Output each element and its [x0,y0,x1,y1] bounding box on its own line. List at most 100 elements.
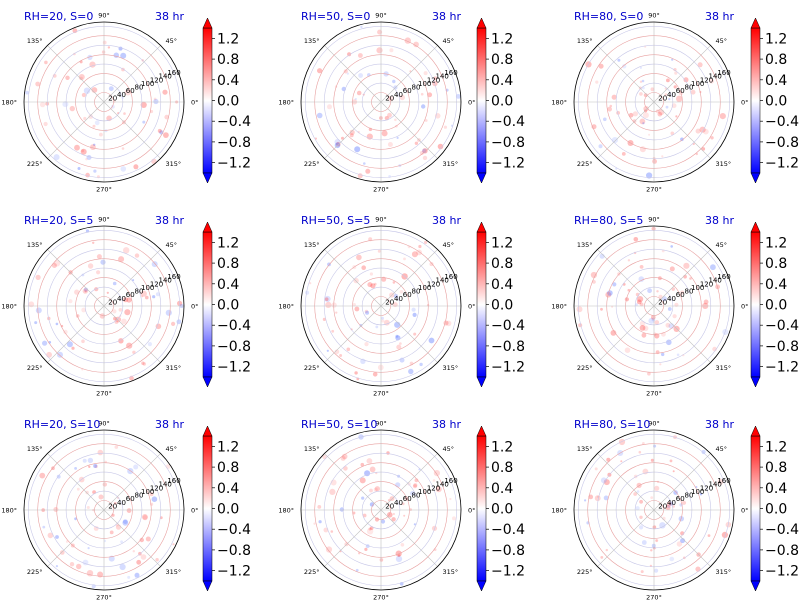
radial-tick-label: 40 [117,91,126,99]
field-speckle [103,539,107,543]
angular-tick-label: 90° [648,216,660,224]
radial-tick-label: 80 [685,288,694,296]
field-speckle [153,98,159,105]
angular-tick-label: 0° [741,507,748,515]
field-speckle [363,162,366,165]
field-speckle [55,322,59,326]
angular-tick-label: 180° [278,507,294,515]
field-speckle [375,325,379,329]
radial-tick-label: 100 [418,80,431,88]
field-speckle [421,104,426,109]
field-speckle [340,455,346,461]
radial-tick-label: 80 [412,288,421,296]
radial-tick-label: 20 [658,502,667,510]
field-speckle [93,169,97,173]
radial-tick-label: 140 [709,73,722,81]
field-speckle [73,52,76,56]
field-speckle [349,129,355,135]
field-speckle [642,442,645,445]
polar-frame [573,429,735,591]
polar-frame [573,21,735,183]
field-speckle [123,247,130,254]
field-speckle [317,68,323,74]
angular-gridline [597,453,655,511]
angular-tick-label: 0° [468,507,475,515]
radial-tick-label: 100 [691,284,704,292]
field-speckle [639,325,646,331]
polar-panel: 0°45°90°135°180°225°270°315°20 40 60 801001… [1,214,251,398]
radial-tick-label: 140 [709,277,722,285]
angular-tick-label: 0° [191,99,198,107]
field-speckle [397,554,401,557]
field-speckle [317,505,322,509]
colorbar-extend-top [750,425,761,437]
field-speckle [171,321,176,326]
field-speckle [80,148,87,155]
field-speckle [428,337,435,344]
field-speckle [77,167,81,170]
field-speckle [368,527,372,531]
field-speckle [314,137,317,140]
colorbar-extend-top [750,17,761,29]
field-speckle [74,289,80,295]
field-speckle [366,458,373,464]
colorbar-tick-label: −0.4 [765,522,799,538]
colorbar-tick-label: 0.4 [217,73,239,89]
angular-tick-label: 315° [166,160,182,168]
field-speckle [122,519,129,526]
radial-tick-label: 40 [667,499,676,507]
polar-panel: 0°45°90°135°180°225°270°315°20 40 60 801001… [551,214,799,398]
angular-tick-label: 135° [304,445,320,453]
field-speckle [395,334,399,338]
field-speckle [379,558,384,562]
field-speckle [53,260,61,267]
field-speckle [649,564,653,567]
field-speckle [433,548,437,551]
polar-panel: 0°45°90°135°180°225°270°315°20 40 60 801001… [1,418,251,602]
angular-gridline [324,45,382,103]
field-speckle [635,303,638,306]
field-speckle [621,152,626,156]
radial-tick-label: 120 [700,76,713,84]
field-speckle [329,488,336,495]
angular-gridline [380,453,438,511]
field-speckle [605,548,608,552]
field-speckle [413,483,418,488]
angular-gridline [380,305,438,363]
angular-tick-label: 180° [278,303,294,311]
field-speckle [123,297,129,303]
field-speckle [414,141,419,145]
field-speckle [96,270,101,275]
radial-tick-label: 20 [385,94,394,102]
radial-tick-label: 60 [403,495,412,503]
angular-tick-label: 225° [304,568,320,576]
colorbar-body [476,231,487,378]
field-speckle [153,97,157,101]
angular-tick-label: 270° [96,594,112,602]
field-speckle [136,559,142,565]
field-speckle [327,104,332,110]
field-speckle [335,141,341,147]
field-speckle [655,539,658,542]
angular-tick-label: 90° [98,12,110,20]
field-speckle [102,40,107,45]
colorbar-tick-label: 0.0 [217,502,239,518]
panel-time-label: 38 hr [432,214,461,227]
field-speckle [607,106,612,112]
field-speckle [94,464,98,469]
field-speckle [343,69,348,74]
field-speckle [387,142,393,147]
field-speckle [123,112,126,115]
radial-tick-label: 140 [436,481,449,489]
colorbar-extend-bottom [202,172,213,184]
field-speckle [703,299,709,305]
colorbar-tick-label: −1.2 [765,564,799,580]
field-speckle [360,25,363,29]
colorbar-body [750,231,761,378]
field-speckle [639,265,644,269]
field-speckle [641,540,647,545]
panel-time-label: 38 hr [432,418,461,431]
field-speckle [590,271,598,279]
field-speckle [35,307,42,314]
colorbar-tick-label: −0.8 [765,135,799,151]
